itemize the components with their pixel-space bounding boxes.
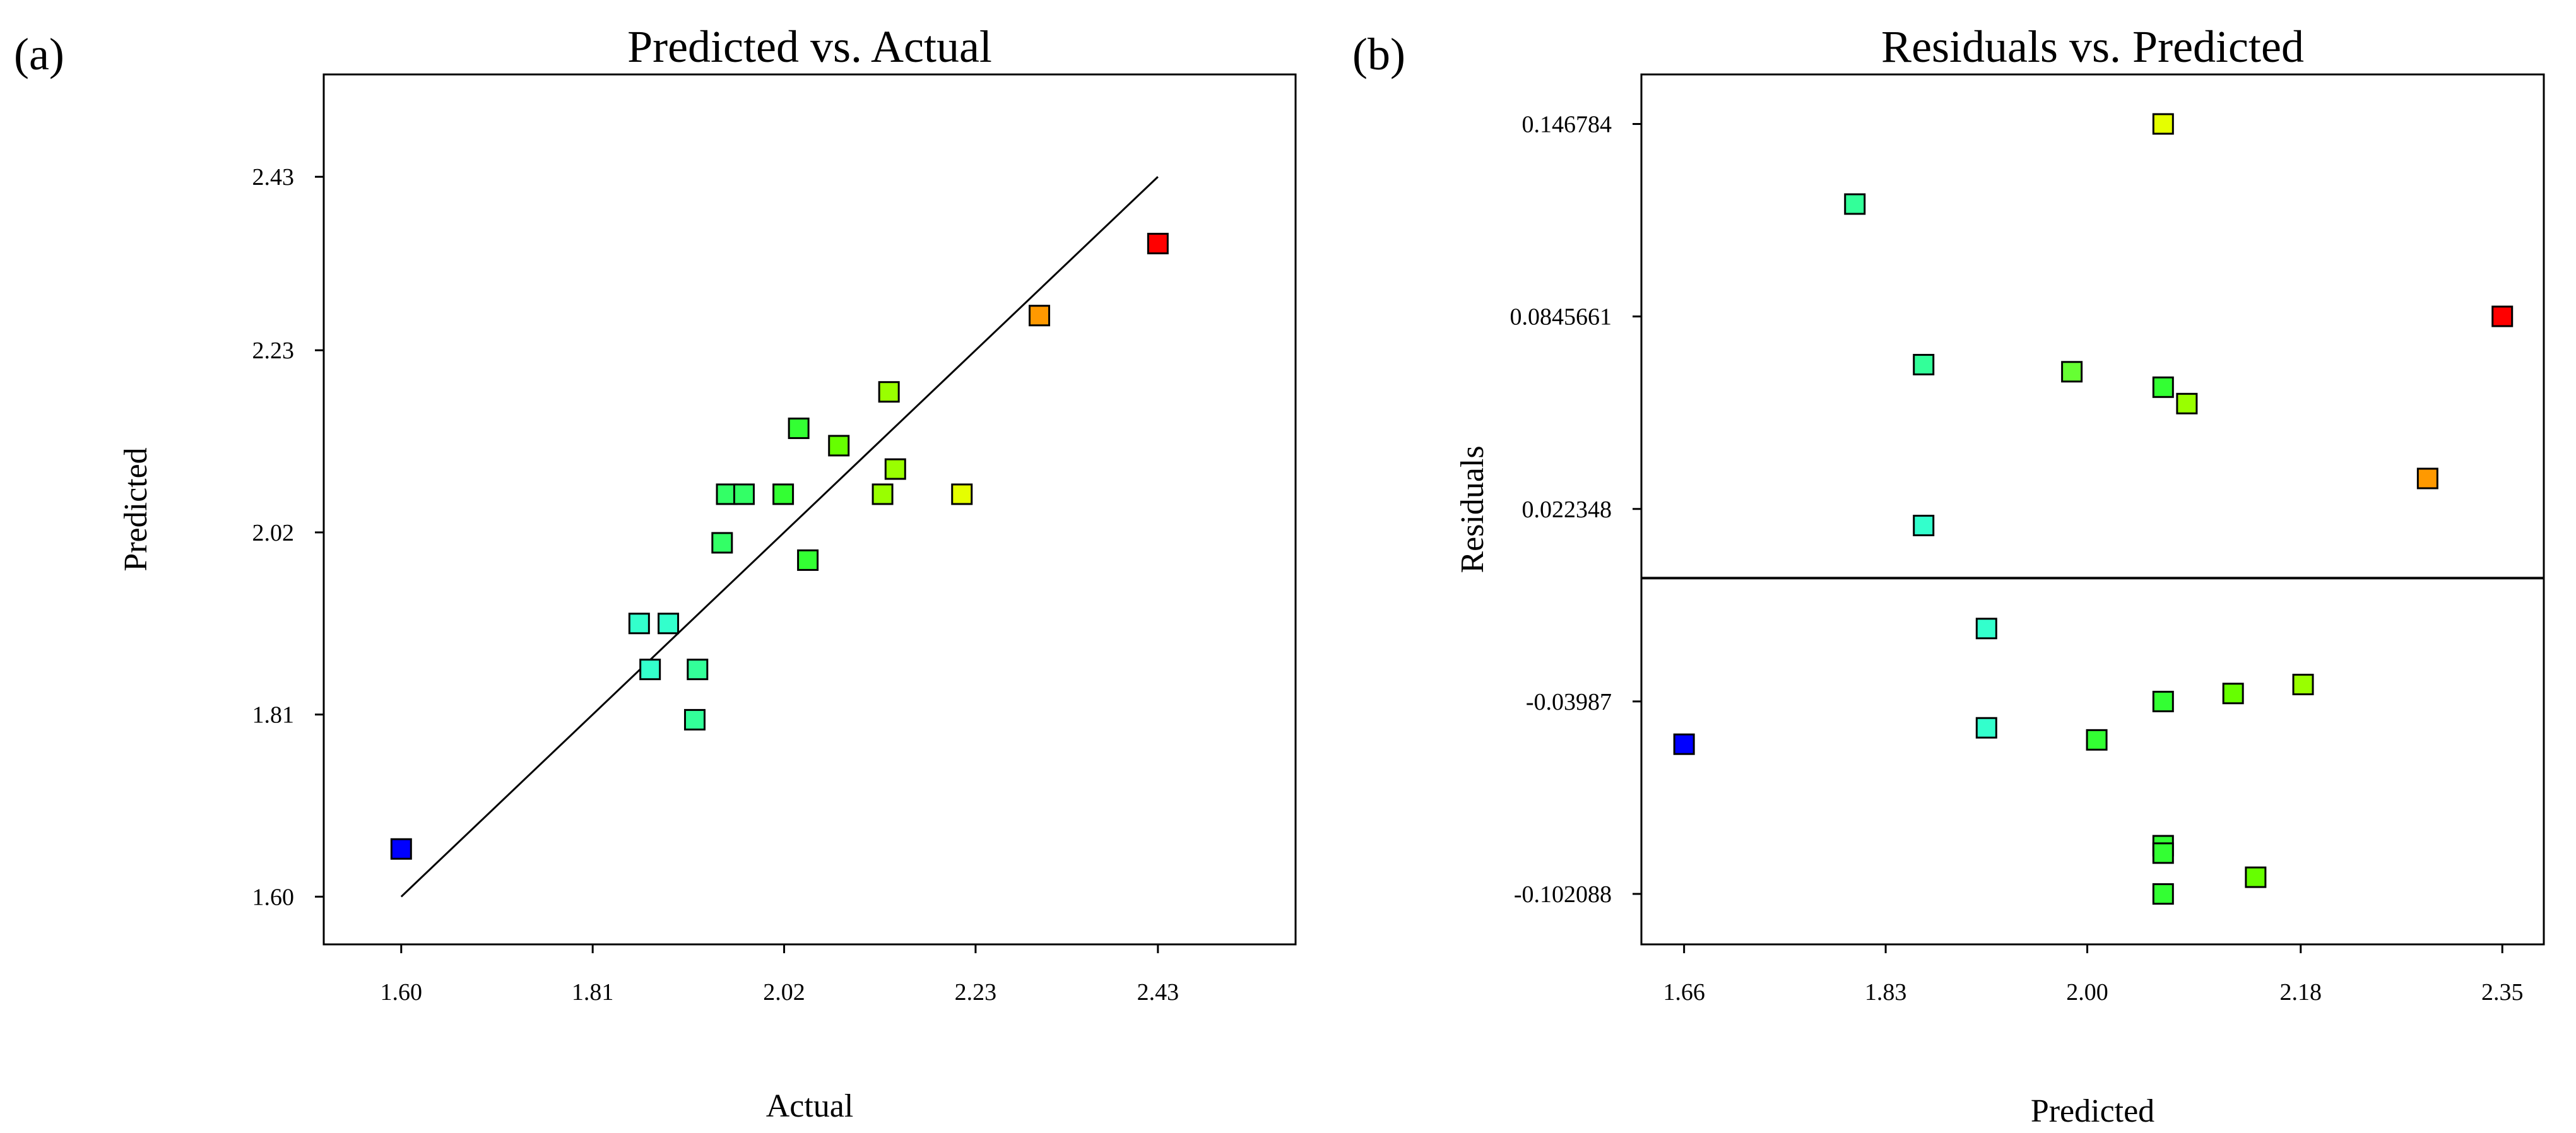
panel-b-y-tick-label: -0.102088 — [1514, 881, 1612, 908]
panel-b-data-point — [2152, 376, 2174, 398]
panel-b-title: Residuals vs. Predicted — [1881, 21, 2304, 72]
panel-a-y-tick-label: 1.81 — [252, 702, 295, 729]
panel-b-label: (b) — [1352, 29, 1405, 79]
panel-b-data-point — [2416, 467, 2438, 490]
panel-a-data-point — [772, 483, 795, 505]
panel-a-data-point — [871, 483, 894, 505]
panel-a-x-axis-label: Actual — [766, 1088, 854, 1124]
panel-b-x-tick-label: 2.00 — [2066, 979, 2108, 1006]
panel-a-x-tick-label: 1.60 — [381, 979, 423, 1006]
panel-b-x-tick-label: 2.18 — [2280, 979, 2322, 1006]
panel-b-data-point — [2086, 729, 2108, 751]
panel-a-data-point — [878, 381, 900, 403]
panel-a-y-tick-label: 2.23 — [252, 338, 295, 364]
panel-b-data-point — [2152, 113, 2174, 135]
panel-a-label: (a) — [14, 29, 64, 79]
panel-b-y-axis-label: Residuals — [1455, 445, 1491, 573]
panel-b-y-tick-label: -0.03987 — [1526, 689, 1612, 715]
panel-a-x-tick-label: 2.02 — [763, 979, 805, 1006]
panel-a-data-point — [1029, 305, 1051, 327]
panel-a-x-tick-label: 1.81 — [572, 979, 614, 1006]
panel-b-data-point — [1673, 733, 1695, 755]
panel-b-data-point — [2061, 361, 2083, 383]
panel-a-data-point — [687, 659, 709, 681]
panel-b-data-point — [2245, 866, 2267, 888]
panel-a-x-tick-label: 2.43 — [1137, 979, 1179, 1006]
panel-a-y-axis-label: Predicted — [118, 447, 154, 571]
panel-a-data-point — [828, 435, 850, 457]
panel-b-data-point — [2152, 883, 2174, 905]
panel-a-data-point — [658, 613, 680, 635]
panel-a-y-tick-label: 2.02 — [252, 520, 295, 546]
panel-b-data-point — [2222, 683, 2244, 705]
panel-a-data-point — [711, 532, 733, 554]
panel-a-data-point — [628, 613, 650, 635]
panel-b-y-tick-label: 0.146784 — [1522, 112, 1612, 138]
panel-b-data-point — [2152, 691, 2174, 713]
panel-a-data-point — [797, 549, 819, 571]
panel-b-x-tick-label: 2.35 — [2481, 979, 2524, 1006]
panel-b-data-point — [1913, 515, 1935, 537]
panel-b-x-tick-label: 1.83 — [1865, 979, 1907, 1006]
panel-a-data-point — [733, 483, 755, 505]
panel-a-x-tick-label: 2.23 — [955, 979, 997, 1006]
panel-b-x-tick-label: 1.66 — [1663, 979, 1705, 1006]
panel-a-data-point — [951, 483, 973, 505]
panel-a-data-point — [1147, 233, 1169, 255]
panel-a-data-point — [639, 659, 661, 681]
panel-a-fit-line — [400, 176, 1159, 898]
panel-a-y-tick-label: 1.60 — [252, 884, 295, 910]
panel-a-data-point — [788, 417, 810, 439]
panel-b-data-point — [1844, 193, 1866, 215]
panel-b-y-tick-label: 0.0845661 — [1510, 304, 1612, 331]
panel-b-data-point — [1913, 353, 1935, 375]
panel-a-data-point — [884, 458, 906, 480]
panel-b-data-point — [2176, 392, 2198, 414]
panel-b-y-tick-label: 0.022348 — [1522, 496, 1612, 523]
panel-a-plot-frame — [322, 73, 1297, 946]
panel-a-y-tick-label: 2.43 — [252, 164, 295, 191]
panel-b-data-point — [1975, 717, 1997, 739]
panel-b-plot-frame — [1640, 73, 2545, 946]
panel-b-data-point — [2491, 305, 2514, 327]
panel-b-x-axis-label: Predicted — [2031, 1093, 2154, 1129]
panel-b-data-point — [1975, 618, 1997, 640]
panel-a-data-point — [683, 708, 706, 731]
panel-b-data-point — [2292, 674, 2314, 696]
panel-b-data-point — [2152, 842, 2174, 864]
panel-a-data-point — [390, 838, 412, 860]
panel-a-title: Predicted vs. Actual — [627, 21, 992, 72]
